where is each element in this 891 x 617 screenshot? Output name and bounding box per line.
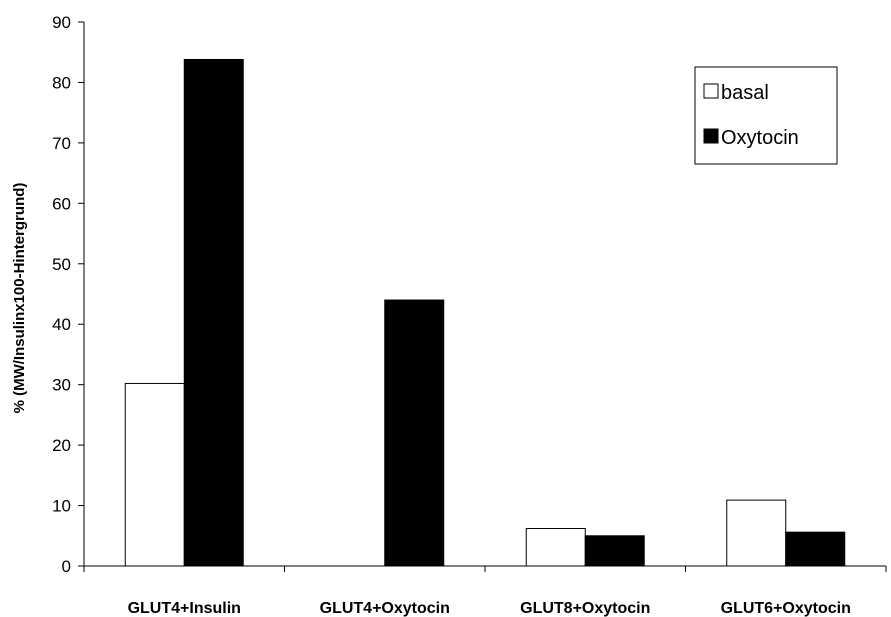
x-axis: GLUT4+Insulin GLUT4+Oxytocin GLUT8+Oxytoci… bbox=[83, 565, 887, 617]
bar-oxytocin-2 bbox=[384, 299, 445, 567]
y-tick-label: 40 bbox=[52, 315, 71, 334]
legend-box bbox=[694, 66, 838, 165]
y-axis-title: % (MW/Insulinx100-Hintergrund) bbox=[11, 183, 28, 414]
plot-area bbox=[124, 58, 846, 567]
y-tick-label: 10 bbox=[52, 497, 71, 516]
bar-basal-1 bbox=[124, 382, 185, 567]
y-tick-label: 80 bbox=[52, 73, 71, 92]
y-axis: 0 10 20 30 40 50 60 70 80 90 bbox=[52, 13, 85, 576]
y-tick-label: 0 bbox=[62, 557, 71, 576]
legend-swatch-basal bbox=[703, 83, 719, 99]
x-tick-label: GLUT4+Insulin bbox=[128, 600, 241, 617]
x-tick-label: GLUT4+Oxytocin bbox=[320, 600, 450, 617]
y-tick-label: 30 bbox=[52, 376, 71, 395]
bar-oxytocin-1 bbox=[183, 58, 244, 567]
bar-oxytocin-4 bbox=[785, 531, 846, 567]
bar-basal-4 bbox=[726, 499, 787, 567]
y-tick-label: 60 bbox=[52, 194, 71, 213]
legend: basal Oxytocin bbox=[694, 66, 838, 165]
legend-swatch-oxytocin bbox=[703, 128, 719, 144]
y-tick-label: 20 bbox=[52, 436, 71, 455]
y-tick-label: 50 bbox=[52, 255, 71, 274]
bar-oxytocin-3 bbox=[584, 535, 645, 567]
legend-label-oxytocin: Oxytocin bbox=[721, 127, 799, 149]
x-tick-label: GLUT8+Oxytocin bbox=[520, 600, 650, 617]
legend-label-basal: basal bbox=[721, 82, 769, 104]
x-tick-label: GLUT6+Oxytocin bbox=[721, 600, 851, 617]
y-tick-label: 90 bbox=[52, 13, 71, 32]
bar-basal-3 bbox=[525, 528, 586, 567]
y-tick-label: 70 bbox=[52, 134, 71, 153]
